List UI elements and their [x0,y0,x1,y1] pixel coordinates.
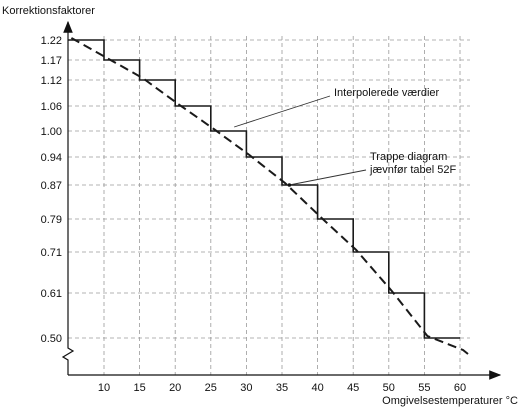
x-tick-label: 50 [383,382,395,394]
annotation-step-label-line: Trappe diagram [370,151,447,163]
annotations: Interpolerede værdier Trappe diagramjævnf… [234,87,456,187]
axes [61,20,502,380]
x-tick-label: 35 [276,382,288,394]
x-tick-label: 55 [418,382,430,394]
y-tick-label: 1.00 [41,126,62,138]
y-tick-label: 0.94 [41,152,62,164]
y-tick-label: 0.50 [41,333,62,345]
y-tick-label: 0.87 [41,180,62,192]
x-tick-label: 30 [240,382,252,394]
x-tick-label: 20 [169,382,181,394]
x-tick-label: 60 [454,382,466,394]
series-group [68,37,469,355]
annotation-step-label-line: jævnfør tabel 52F [369,164,456,176]
y-tick-label: 1.17 [41,55,62,67]
labels: 1.22 1.17 1.12 1.06 1.00 0.94 0.87 0.79 0.71 0.61… [2,5,518,407]
y-tick-label: 0.61 [41,288,62,300]
annotation-leader-step [289,169,367,186]
step-series-line [68,39,460,339]
y-tick-label: 1.22 [41,35,62,47]
x-tick-label: 40 [311,382,323,394]
y-tick-label: 0.71 [41,247,62,259]
x-tick-label: 10 [98,382,110,394]
y-axis [61,20,75,375]
x-axis-title: Omgivelsestemperaturer °C [382,395,518,407]
x-tick-label: 15 [133,382,145,394]
annotation-dot [287,183,292,187]
y-tick-label: 1.06 [41,101,62,113]
y-axis-title: Korrektionsfaktorer [2,5,95,17]
y-tick-label: 0.79 [41,214,62,226]
interpolated-series-line [70,37,469,355]
annotation-interpolated-label: Interpolerede værdier [334,87,440,99]
x-tick-label: 25 [205,382,217,394]
annotation-leader-interpolated [234,95,331,128]
y-tick-label: 1.12 [41,75,62,87]
x-tick-label: 45 [347,382,359,394]
